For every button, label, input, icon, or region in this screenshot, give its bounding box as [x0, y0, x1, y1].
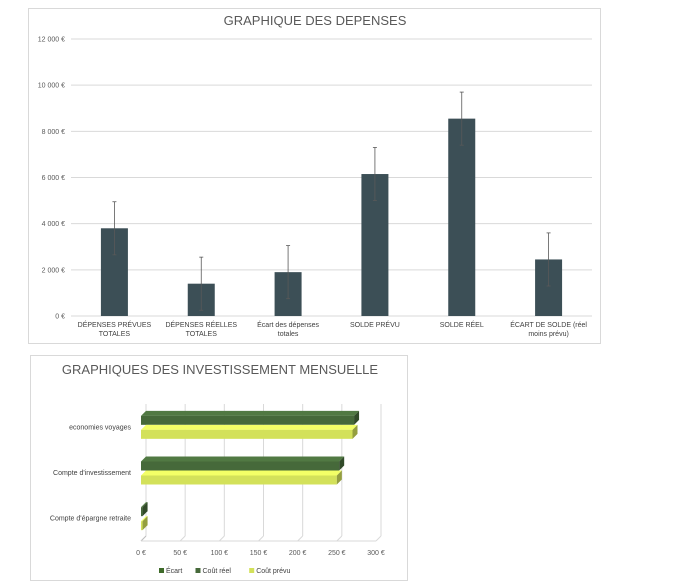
bar-top: [141, 456, 345, 462]
investment-chart-title: GRAPHIQUES DES INVESTISSEMENT MENSUELLE: [62, 362, 378, 377]
bar-top: [141, 424, 358, 430]
gridline-floor: [258, 535, 264, 542]
x-tick-label: 100 €: [211, 550, 229, 557]
bar-side: [142, 516, 148, 531]
x-category-label: ÉCART DE SOLDE (réel: [510, 320, 587, 329]
bar-top: [141, 410, 360, 416]
legend-label: Écart: [166, 566, 182, 575]
expenses-chart-title: GRAPHIQUE DES DEPENSES: [224, 13, 407, 28]
bar: [141, 507, 143, 517]
x-category-label: Écart des dépenses: [257, 320, 319, 329]
legend-label: Coût prévu: [256, 568, 290, 575]
expenses-chart-svg: GRAPHIQUE DES DEPENSES 0 € 2 000 € 4 000 €…: [38, 13, 592, 338]
bar: [448, 118, 476, 316]
y-category-label: Compte d'épargne retraite: [50, 516, 131, 523]
x-tick-label: 50 €: [173, 550, 187, 557]
legend-swatch: [159, 568, 164, 573]
expenses-chart: GRAPHIQUE DES DEPENSES 0 € 2 000 € 4 000 €…: [28, 8, 601, 344]
x-category-label: DÉPENSES PRÉVUES: [78, 320, 152, 329]
bar-side: [354, 410, 360, 425]
y-tick-label: 10 000 €: [38, 83, 65, 90]
x-tick-label: 0 €: [136, 550, 146, 557]
y-tick-label: 0 €: [55, 314, 65, 321]
investment-chart-svg: GRAPHIQUES DES INVESTISSEMENT MENSUELLE …: [50, 362, 385, 575]
bar-top: [141, 470, 342, 476]
x-category-label: SOLDE PRÉVU: [350, 320, 400, 329]
y-tick-label: 2 000 €: [42, 267, 65, 274]
bar: [141, 475, 337, 485]
bar-side: [339, 456, 345, 471]
x-tick-label: 250 €: [328, 550, 346, 557]
legend-label: Coût réel: [203, 568, 232, 575]
x-category-label: TOTALES: [186, 331, 218, 338]
legend-swatch: [195, 568, 201, 573]
gridline-floor: [179, 535, 186, 542]
gridline-floor: [218, 535, 225, 542]
x-category-label: totales: [278, 331, 299, 338]
y-category-label: economies voyages: [69, 424, 131, 431]
x-category-label: SOLDE RÉEL: [440, 320, 484, 329]
axis-floor: [140, 535, 147, 542]
bar-side: [336, 470, 342, 485]
bar: [141, 415, 355, 425]
bar-top: [141, 502, 148, 508]
y-tick-label: 4 000 €: [42, 221, 65, 228]
y-category-label: Compte d'investissement: [53, 470, 131, 477]
bar-side: [352, 424, 358, 439]
gridline-floor: [375, 535, 382, 542]
bar: [141, 461, 340, 471]
x-category-label: DÉPENSES RÉELLES: [165, 320, 237, 329]
legend-swatch: [249, 568, 255, 573]
investment-chart: GRAPHIQUES DES INVESTISSEMENT MENSUELLE …: [30, 355, 408, 581]
gridline-floor: [336, 535, 343, 542]
y-tick-label: 6 000 €: [42, 175, 65, 182]
gridline-floor: [297, 535, 304, 542]
bar-top: [141, 516, 148, 522]
y-tick-label: 8 000 €: [42, 129, 65, 136]
x-category-label: moins prévu): [528, 331, 568, 338]
x-tick-label: 150 €: [250, 550, 268, 557]
bar: [141, 429, 353, 439]
bar: [141, 521, 143, 531]
x-category-label: TOTALES: [99, 331, 131, 338]
y-tick-label: 12 000 €: [38, 37, 65, 44]
x-tick-label: 300 €: [367, 550, 385, 557]
bar-side: [142, 502, 148, 517]
x-tick-label: 200 €: [289, 550, 307, 557]
